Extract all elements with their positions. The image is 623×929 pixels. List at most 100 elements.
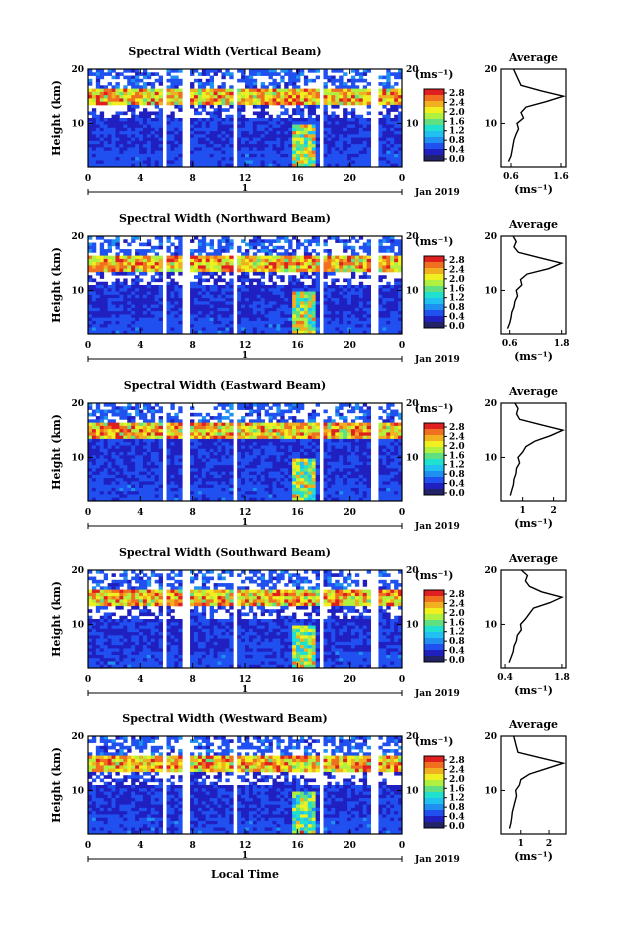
heatmap-cell: [229, 137, 234, 142]
heatmap-cell: [201, 91, 207, 96]
heatmap-cell: [264, 144, 269, 148]
heatmap-cell: [268, 304, 273, 309]
heatmap-cell: [354, 72, 360, 76]
heatmap-cell: [217, 95, 222, 99]
heatmap-cell: [260, 484, 266, 489]
heatmap-cell: [241, 458, 246, 463]
heatmap-cell: [91, 114, 97, 119]
heatmap-cell: [139, 478, 144, 482]
x-tick-label: 0: [399, 174, 405, 184]
heatmap-cell: [217, 432, 222, 437]
heatmap-cell: [366, 134, 372, 138]
heatmap-cell: [241, 471, 246, 476]
heatmap-cell: [190, 285, 195, 289]
heatmap-cell: [225, 137, 230, 142]
heatmap-cell: [91, 438, 97, 443]
heatmap-cell: [225, 150, 230, 155]
heatmap-cell: [158, 465, 163, 469]
heatmap-cell: [135, 144, 140, 148]
heatmap-cell: [150, 144, 156, 148]
heatmap-cell: [284, 252, 289, 256]
heatmap-cell: [307, 311, 313, 315]
heatmap-cell: [123, 330, 128, 335]
heatmap-cell: [119, 101, 124, 106]
heatmap-cell: [135, 69, 140, 73]
heatmap-cell: [91, 124, 97, 129]
heatmap-cell: [111, 298, 116, 302]
heatmap-cell: [299, 271, 305, 276]
heatmap-cell: [158, 121, 163, 125]
heatmap-cell: [378, 137, 383, 142]
heatmap-cell: [166, 465, 171, 469]
heatmap-cell: [221, 255, 226, 260]
heatmap-cell: [103, 131, 109, 135]
heatmap-cell: [245, 311, 250, 315]
heatmap-cell: [217, 104, 222, 109]
heatmap-cell: [248, 324, 254, 328]
heatmap-cell: [201, 478, 207, 482]
heatmap-cell: [209, 124, 215, 129]
heatmap-cell: [248, 98, 254, 103]
heatmap-cell: [95, 294, 101, 299]
heatmap-cell: [260, 425, 266, 430]
heatmap-cell: [91, 157, 97, 161]
heatmap-cell: [170, 406, 175, 410]
heatmap-cell: [347, 147, 352, 152]
heatmap-cell: [190, 425, 195, 430]
heatmap-cell: [315, 268, 320, 273]
heatmap-cell: [158, 278, 163, 283]
heatmap-cell: [299, 324, 305, 328]
heatmap-cell: [225, 91, 230, 96]
heatmap-cell: [339, 262, 344, 266]
heatmap-cell: [229, 317, 234, 322]
heatmap-cell: [252, 245, 258, 250]
heatmap-cell: [366, 101, 372, 106]
heatmap-cell: [201, 301, 207, 305]
heatmap-cell: [107, 245, 112, 250]
heatmap-cell: [154, 245, 160, 250]
heatmap-cell: [248, 69, 254, 73]
heatmap-cell: [205, 317, 211, 322]
colorbar-unit: (ms⁻¹): [415, 68, 454, 81]
heatmap-cell: [95, 455, 101, 459]
heatmap-cell: [386, 131, 391, 135]
heatmap-cell: [217, 442, 222, 446]
heatmap-cell: [339, 82, 344, 86]
heatmap-cell: [248, 311, 254, 315]
heatmap-cell: [350, 304, 356, 309]
heatmap-cell: [284, 298, 289, 302]
heatmap-cell: [150, 275, 156, 279]
heatmap-cell: [299, 114, 305, 119]
heatmap-cell: [241, 416, 246, 420]
heatmap-cell: [217, 429, 222, 433]
heatmap-cell: [307, 327, 313, 332]
heatmap-cell: [299, 291, 305, 296]
heatmap-cell: [209, 268, 215, 273]
heatmap-cell: [221, 249, 226, 253]
heatmap-cell: [299, 294, 305, 299]
heatmap-cell: [221, 301, 226, 305]
heatmap-cell: [225, 72, 230, 76]
heatmap-cell: [95, 471, 101, 476]
heatmap-cell: [107, 150, 112, 155]
heatmap-cell: [115, 239, 120, 243]
heatmap-cell: [170, 494, 175, 499]
heatmap-cell: [323, 314, 328, 319]
heatmap-cell: [146, 127, 152, 132]
heatmap-cell: [213, 471, 218, 476]
heatmap-cell: [91, 465, 97, 469]
heatmap-cell: [209, 487, 215, 492]
heatmap-cell: [170, 461, 175, 466]
heatmap-cell: [154, 271, 160, 276]
heatmap-cell: [205, 320, 211, 325]
heatmap-cell: [150, 465, 156, 469]
heatmap-cell: [241, 157, 246, 161]
heatmap-cell: [366, 301, 372, 305]
heatmap-cell: [303, 324, 309, 328]
heatmap-cell: [354, 160, 360, 165]
heatmap-cell: [288, 95, 293, 99]
colorbar-frame: [423, 255, 445, 329]
heatmap-cell: [237, 98, 242, 103]
heatmap-cell: [135, 314, 140, 319]
heatmap-cell: [272, 255, 277, 260]
